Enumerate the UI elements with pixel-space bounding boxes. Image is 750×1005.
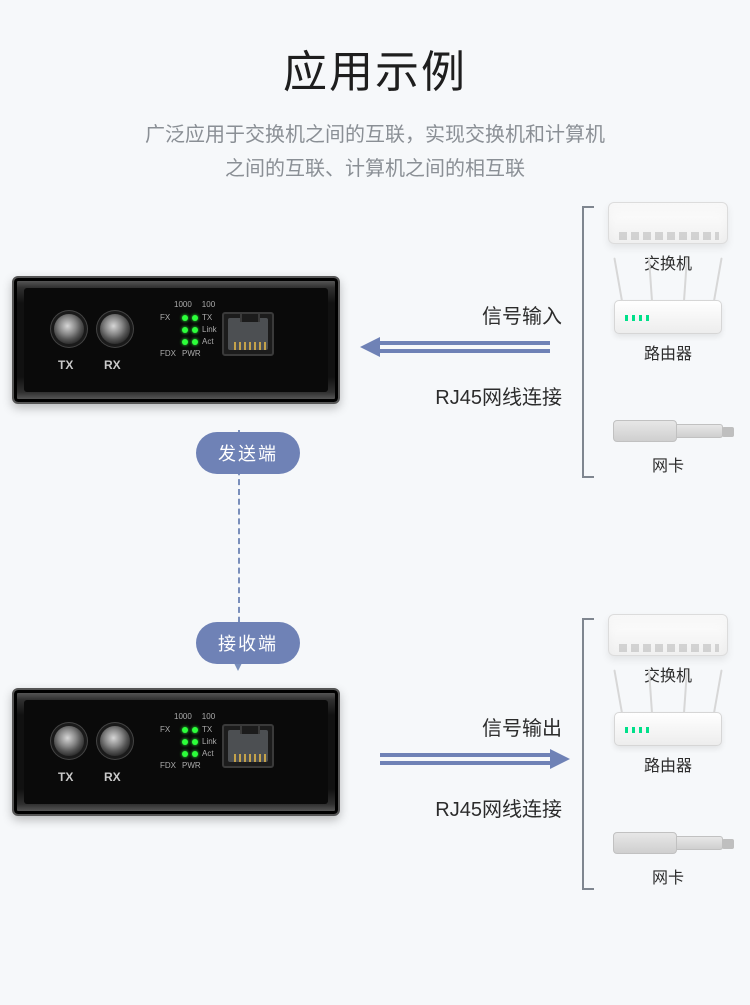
subtitle-line-2: 之间的互联、计算机之间的相互联	[225, 158, 525, 180]
led-pwr-label: PWR	[182, 349, 201, 359]
led-dot	[192, 739, 198, 745]
led-dot	[192, 727, 198, 733]
media-converter-receiver: TX RX 1000 100 FX TX Link Act FDX PWR	[12, 688, 340, 816]
nic-icon	[613, 414, 723, 446]
device-switch: 交换机	[602, 202, 734, 274]
switch-label: 交换机	[602, 662, 734, 686]
bracket-top	[582, 206, 594, 478]
led-pwr-label: PWR	[182, 761, 201, 771]
fiber-port-tx	[54, 314, 84, 344]
router-icon	[614, 300, 722, 334]
fiber-label-rx: RX	[104, 770, 121, 784]
led-dot	[182, 315, 188, 321]
device-switch: 交换机	[602, 614, 734, 686]
subtitle-line-1: 广泛应用于交换机之间的互联，实现交换机和计算机	[145, 124, 605, 146]
device-nic: 网卡	[602, 826, 734, 888]
page-subtitle: 广泛应用于交换机之间的互联，实现交换机和计算机 之间的互联、计算机之间的相互联	[0, 118, 750, 186]
fiber-port-tx	[54, 726, 84, 756]
led-act-label: Act	[202, 337, 220, 347]
signal-input-label: 信号输入	[360, 300, 570, 329]
device-nic: 网卡	[602, 414, 734, 476]
led-dot	[182, 327, 188, 333]
router-icon	[614, 712, 722, 746]
led-dot	[192, 315, 198, 321]
switch-label: 交换机	[602, 250, 734, 274]
led-act-label: Act	[202, 749, 220, 759]
rj45-port	[222, 312, 274, 356]
nic-icon	[613, 826, 723, 858]
receiver-badge: 接收端	[196, 622, 300, 664]
sender-badge: 发送端	[196, 432, 300, 474]
fiber-label-rx: RX	[104, 358, 121, 372]
led-fdx-label: FDX	[160, 761, 176, 771]
router-label: 路由器	[602, 752, 734, 776]
speed-1000-label: 1000	[174, 712, 192, 722]
led-dot	[192, 751, 198, 757]
device-router: 路由器	[602, 300, 734, 364]
switch-icon	[608, 614, 728, 656]
fiber-label-tx: TX	[58, 358, 73, 372]
led-dot	[182, 751, 188, 757]
rj45-connection-label: RJ45网线连接	[360, 793, 570, 822]
led-fx-label: FX	[160, 313, 178, 323]
page-title: 应用示例	[0, 0, 750, 100]
media-converter-sender: TX RX 1000 100 FX TX Link Act FDX PWR	[12, 276, 340, 404]
led-tx-label: TX	[202, 313, 220, 323]
speed-100-label: 100	[202, 712, 215, 722]
led-dot	[192, 339, 198, 345]
signal-input-block: 信号输入 RJ45网线连接	[360, 300, 570, 410]
arrow-right-icon	[360, 749, 570, 769]
nic-label: 网卡	[602, 864, 734, 888]
router-label: 路由器	[602, 340, 734, 364]
signal-output-label: 信号输出	[360, 712, 570, 741]
led-dot	[182, 739, 188, 745]
fiber-label-tx: TX	[58, 770, 73, 784]
led-link-label: Link	[202, 325, 220, 335]
rj45-connection-label: RJ45网线连接	[360, 381, 570, 410]
fiber-port-rx	[100, 726, 130, 756]
led-fx-label: FX	[160, 725, 178, 735]
speed-1000-label: 1000	[174, 300, 192, 310]
nic-label: 网卡	[602, 452, 734, 476]
bracket-bottom	[582, 618, 594, 890]
led-cluster: 1000 100 FX TX Link Act FDX PWR	[160, 712, 220, 771]
switch-icon	[608, 202, 728, 244]
led-tx-label: TX	[202, 725, 220, 735]
led-cluster: 1000 100 FX TX Link Act FDX PWR	[160, 300, 220, 359]
led-dot	[192, 327, 198, 333]
arrow-left-icon	[360, 337, 570, 357]
led-fdx-label: FDX	[160, 349, 176, 359]
fiber-port-rx	[100, 314, 130, 344]
device-router: 路由器	[602, 712, 734, 776]
led-link-label: Link	[202, 737, 220, 747]
led-dot	[182, 339, 188, 345]
speed-100-label: 100	[202, 300, 215, 310]
led-dot	[182, 727, 188, 733]
signal-output-block: 信号输出 RJ45网线连接	[360, 712, 570, 822]
rj45-port	[222, 724, 274, 768]
